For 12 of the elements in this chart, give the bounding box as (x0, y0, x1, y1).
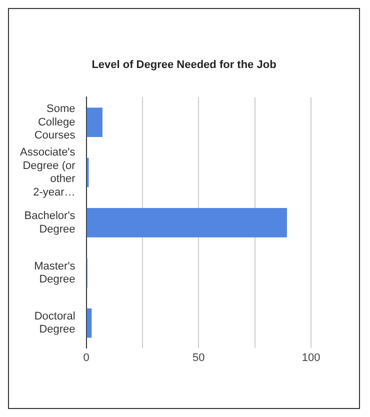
x-tick-label: 50 (192, 352, 205, 364)
y-tick-label: Bachelor's Degree (24, 210, 76, 236)
x-tick-label: 0 (83, 352, 90, 364)
bar (86, 308, 92, 338)
x-tick-label: 100 (302, 352, 320, 364)
y-tick-label: Master's Degree (34, 260, 76, 286)
bar (86, 108, 102, 137)
bar (86, 208, 287, 238)
y-tick-label: Associate's Degree (or other 2-year… (20, 146, 76, 198)
chart-title: Level of Degree Needed for the Job (90, 59, 278, 71)
y-tick-label: Doctoral Degree (34, 310, 76, 336)
y-tick-label: Some College Courses (34, 103, 76, 142)
